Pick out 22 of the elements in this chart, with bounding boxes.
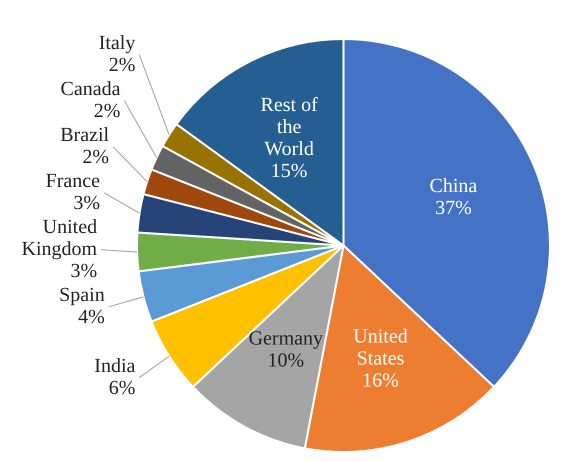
slice-label: France — [46, 170, 100, 192]
slice-label: Germany — [248, 328, 324, 350]
slice-label: United States — [353, 326, 408, 370]
data-label: 3% — [73, 192, 100, 214]
slice-label: China — [430, 175, 478, 198]
slice-label: Spain — [59, 284, 105, 306]
data-label: 2% — [82, 146, 110, 168]
data-label: 10% — [267, 350, 304, 372]
slice-label: United Kingdom — [22, 216, 98, 260]
slice-label: India — [94, 354, 136, 377]
data-label: 4% — [78, 306, 105, 328]
data-label: 15% — [270, 160, 308, 182]
slice-label: Italy — [98, 32, 136, 54]
data-label: 2% — [94, 100, 120, 122]
data-label: 2% — [108, 54, 136, 76]
data-label: 3% — [70, 260, 98, 282]
slice-label: Rest of the World — [260, 94, 318, 160]
slice-label: Brazil — [60, 124, 110, 146]
slice-label: Canada — [60, 78, 121, 100]
data-label: 6% — [108, 376, 136, 399]
data-label: 37% — [435, 197, 472, 220]
data-label: 16% — [362, 370, 399, 392]
